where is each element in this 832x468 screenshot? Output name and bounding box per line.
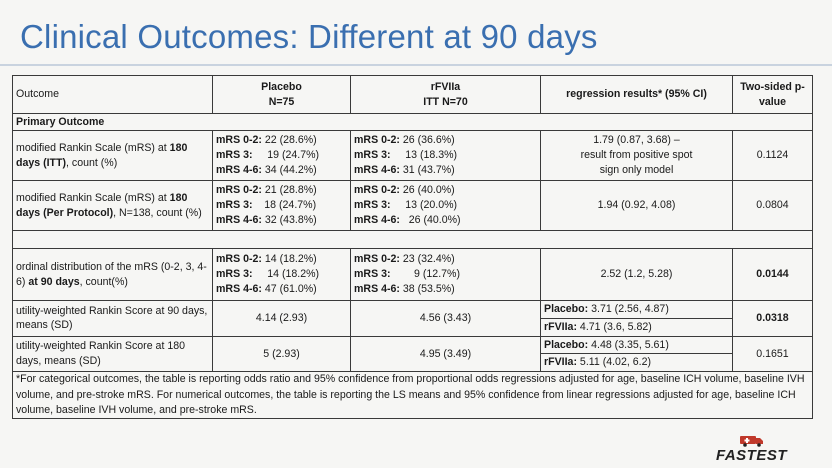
outcome-cell: modified Rankin Scale (mRS) at 180 days … <box>12 180 213 231</box>
pvalue-cell: 0.0318 <box>732 300 813 337</box>
placebo-cell: mRS 0-2: 14 (18.2%) mRS 3: 14 (18.2%) mR… <box>212 248 351 301</box>
slide-title: Clinical Outcomes: Different at 90 days <box>20 18 598 55</box>
empty-row <box>12 230 813 249</box>
table-header-row: Outcome Placebo N=75 rFVIIa ITT N=70 regre… <box>12 75 813 114</box>
title-divider <box>0 64 832 66</box>
section-primary-outcome: Primary Outcome <box>12 113 813 131</box>
regression-cell: Placebo: 4.48 (3.35, 5.61) rFVIIa: 5.11 … <box>540 335 733 373</box>
rfviia-cell: mRS 0-2: 23 (32.4%) mRS 3: 9 (12.7%) mRS… <box>350 248 541 301</box>
pvalue-cell: 0.1651 <box>732 335 813 373</box>
rfviia-cell: 4.95 (3.49) <box>350 335 541 373</box>
outcome-cell: utility-weighted Rankin Score at 180 day… <box>12 335 213 373</box>
header-rfviia: rFVIIa ITT N=70 <box>350 75 541 114</box>
logo-text: FASTEST <box>716 447 788 464</box>
footnote-row: *For categorical outcomes, the table is … <box>12 371 813 420</box>
outcomes-table: Outcome Placebo N=75 rFVIIa ITT N=70 regre… <box>12 75 813 420</box>
placebo-cell: mRS 0-2: 22 (28.6%) mRS 3: 19 (24.7%) mR… <box>212 130 351 181</box>
table-row: modified Rankin Scale (mRS) at 180 days … <box>12 180 813 231</box>
outcome-cell: modified Rankin Scale (mRS) at 180 days … <box>12 130 213 181</box>
regression-cell: 2.52 (1.2, 5.28) <box>540 248 733 301</box>
regression-cell: 1.94 (0.92, 4.08) <box>540 180 733 231</box>
placebo-cell: mRS 0-2: 21 (28.8%) mRS 3: 18 (24.7%) mR… <box>212 180 351 231</box>
header-regression: regression results* (95% CI) <box>540 75 733 114</box>
rfviia-cell: mRS 0-2: 26 (40.0%) mRS 3: 13 (20.0%) mR… <box>350 180 541 231</box>
footnote: *For categorical outcomes, the table is … <box>12 371 813 420</box>
header-outcome: Outcome <box>12 75 213 114</box>
outcome-cell: utility-weighted Rankin Score at 90 days… <box>12 300 213 337</box>
table-row: ordinal distribution of the mRS (0-2, 3,… <box>12 248 813 301</box>
ambulance-icon <box>739 436 763 447</box>
placebo-cell: 5 (2.93) <box>212 335 351 373</box>
pvalue-cell: 0.1124 <box>732 130 813 181</box>
section-row: Primary Outcome <box>12 113 813 131</box>
table-row: utility-weighted Rankin Score at 90 days… <box>12 300 813 337</box>
table-row: utility-weighted Rankin Score at 180 day… <box>12 335 813 373</box>
rfviia-cell: mRS 0-2: 26 (36.6%) mRS 3: 13 (18.3%) mR… <box>350 130 541 181</box>
pvalue-cell: 0.0804 <box>732 180 813 231</box>
table-row: modified Rankin Scale (mRS) at 180 days … <box>12 130 813 181</box>
empty-cell <box>12 230 813 249</box>
placebo-cell: 4.14 (2.93) <box>212 300 351 337</box>
pvalue-cell: 0.0144 <box>732 248 813 301</box>
header-placebo: Placebo N=75 <box>212 75 351 114</box>
outcome-cell: ordinal distribution of the mRS (0-2, 3,… <box>12 248 213 301</box>
regression-cell: 1.79 (0.87, 3.68) – result from positive… <box>540 130 733 181</box>
regression-cell: Placebo: 3.71 (2.56, 4.87) rFVIIa: 4.71 … <box>540 300 733 337</box>
rfviia-cell: 4.56 (3.43) <box>350 300 541 337</box>
fastest-logo: FASTEST <box>716 433 787 464</box>
header-pvalue: Two-sided p-value <box>732 75 813 114</box>
